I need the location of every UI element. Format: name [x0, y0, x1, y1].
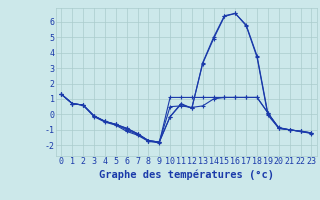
X-axis label: Graphe des températures (°c): Graphe des températures (°c) — [99, 169, 274, 180]
